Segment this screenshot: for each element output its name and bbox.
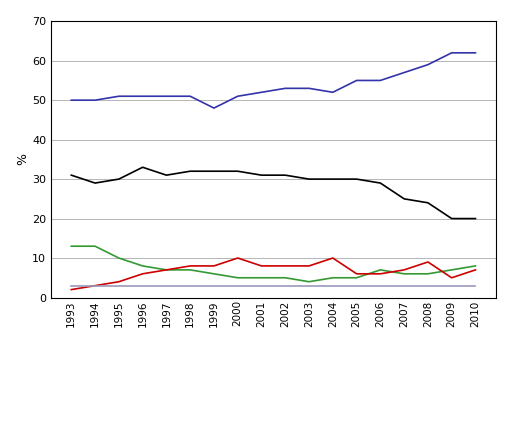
Ansiotulovero [282,173,288,178]
Ansiotulovero [472,216,478,221]
Ansiotulovero [330,176,336,181]
Kirkollisvero [164,283,170,288]
Line: Ansiotulovero: Ansiotulovero [72,167,475,218]
Pääomatulovero [282,264,288,269]
Kunnallisvero [211,105,217,111]
Kunnallisvero [92,98,98,103]
Pääomatulovero [164,267,170,272]
Ansiotulovero [377,181,383,186]
Sairausvakuutusmaksu [377,267,383,272]
Pääomatulovero [68,287,75,292]
Ansiotulovero [354,176,360,181]
Sairausvakuutusmaksu [259,275,265,281]
Kunnallisvero [235,94,241,99]
Kirkollisvero [377,283,383,288]
Line: Kunnallisvero: Kunnallisvero [72,53,475,108]
Sairausvakuutusmaksu [140,264,146,269]
Sairausvakuutusmaksu [354,275,360,281]
Kunnallisvero [377,78,383,83]
Pääomatulovero [401,267,407,272]
Kirkollisvero [211,283,217,288]
Pääomatulovero [472,267,478,272]
Kunnallisvero [449,50,455,55]
Pääomatulovero [330,255,336,261]
Sairausvakuutusmaksu [92,244,98,249]
Kunnallisvero [140,94,146,99]
Sairausvakuutusmaksu [187,267,193,272]
Kunnallisvero [401,70,407,75]
Kunnallisvero [164,94,170,99]
Kirkollisvero [92,283,98,288]
Y-axis label: %: % [16,153,29,165]
Sairausvakuutusmaksu [235,275,241,281]
Kirkollisvero [306,283,312,288]
Pääomatulovero [211,264,217,269]
Kirkollisvero [425,283,431,288]
Line: Sairausvakuutusmaksu: Sairausvakuutusmaksu [72,246,475,282]
Ansiotulovero [68,173,75,178]
Kunnallisvero [282,86,288,91]
Pääomatulovero [377,271,383,276]
Kirkollisvero [354,283,360,288]
Kirkollisvero [235,283,241,288]
Pääomatulovero [354,271,360,276]
Pääomatulovero [449,275,455,281]
Kunnallisvero [68,98,75,103]
Sairausvakuutusmaksu [211,271,217,276]
Sairausvakuutusmaksu [164,267,170,272]
Ansiotulovero [401,196,407,201]
Kirkollisvero [282,283,288,288]
Kirkollisvero [449,283,455,288]
Kirkollisvero [116,283,122,288]
Kirkollisvero [187,283,193,288]
Kunnallisvero [306,86,312,91]
Sairausvakuutusmaksu [282,275,288,281]
Ansiotulovero [116,176,122,181]
Ansiotulovero [425,200,431,205]
Pääomatulovero [235,255,241,261]
Sairausvakuutusmaksu [401,271,407,276]
Sairausvakuutusmaksu [449,267,455,272]
Ansiotulovero [187,169,193,174]
Pääomatulovero [116,279,122,284]
Kunnallisvero [330,90,336,95]
Line: Pääomatulovero: Pääomatulovero [72,258,475,289]
Sairausvakuutusmaksu [425,271,431,276]
Ansiotulovero [449,216,455,221]
Kirkollisvero [140,283,146,288]
Ansiotulovero [235,169,241,174]
Sairausvakuutusmaksu [306,279,312,284]
Ansiotulovero [211,169,217,174]
Kunnallisvero [425,62,431,67]
Kirkollisvero [259,283,265,288]
Ansiotulovero [164,173,170,178]
Pääomatulovero [140,271,146,276]
Ansiotulovero [306,176,312,181]
Sairausvakuutusmaksu [330,275,336,281]
Sairausvakuutusmaksu [68,244,75,249]
Ansiotulovero [259,173,265,178]
Kunnallisvero [472,50,478,55]
Sairausvakuutusmaksu [472,264,478,269]
Kunnallisvero [354,78,360,83]
Ansiotulovero [92,181,98,186]
Pääomatulovero [187,264,193,269]
Kunnallisvero [187,94,193,99]
Sairausvakuutusmaksu [116,255,122,261]
Kunnallisvero [116,94,122,99]
Pääomatulovero [306,264,312,269]
Pääomatulovero [92,283,98,288]
Pääomatulovero [259,264,265,269]
Kirkollisvero [68,283,75,288]
Ansiotulovero [140,165,146,170]
Pääomatulovero [425,259,431,264]
Kirkollisvero [330,283,336,288]
Kirkollisvero [472,283,478,288]
Kunnallisvero [259,90,265,95]
Kirkollisvero [401,283,407,288]
